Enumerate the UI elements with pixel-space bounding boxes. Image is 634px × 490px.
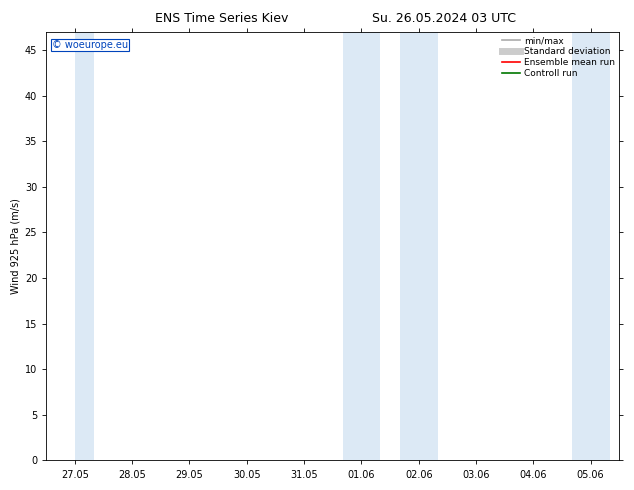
Bar [572, 32, 609, 461]
Text: ENS Time Series Kiev: ENS Time Series Kiev [155, 12, 288, 25]
Legend: min/max, Standard deviation, Ensemble mean run, Controll run: min/max, Standard deviation, Ensemble me… [500, 34, 617, 79]
Bar [75, 32, 94, 461]
Text: © woeurope.eu: © woeurope.eu [52, 40, 128, 50]
Y-axis label: Wind 925 hPa (m/s): Wind 925 hPa (m/s) [11, 198, 20, 294]
Bar [400, 32, 437, 461]
Text: Su. 26.05.2024 03 UTC: Su. 26.05.2024 03 UTC [372, 12, 516, 25]
Bar [342, 32, 380, 461]
